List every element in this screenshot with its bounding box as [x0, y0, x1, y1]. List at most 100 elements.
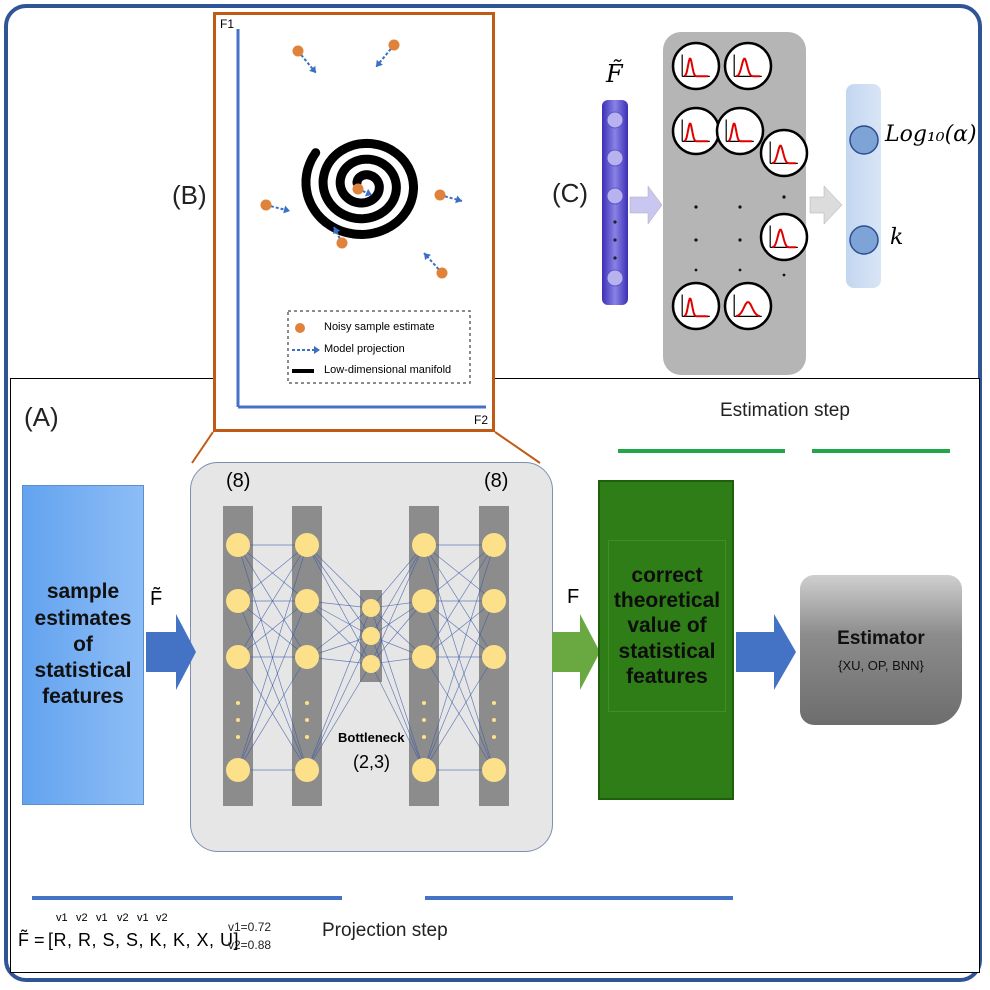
connections	[237, 544, 495, 771]
density-curve	[683, 122, 708, 143]
input-arrow	[146, 614, 196, 690]
ellipsis-dot	[236, 718, 240, 722]
ellipsis-dot	[738, 238, 742, 242]
ellipsis-dot	[305, 701, 309, 705]
ellipsis-dot	[422, 701, 426, 705]
noisy-sample-point	[436, 267, 448, 279]
ellipsis-dot	[305, 735, 309, 739]
connection	[423, 656, 495, 771]
ellipsis-dot	[305, 718, 309, 722]
ellipsis-dot	[782, 273, 786, 277]
neuron	[412, 589, 436, 613]
low-dimensional-manifold	[301, 138, 418, 240]
v2-value: v2=0.88	[228, 938, 272, 952]
formula-superscripts: v1 v2 v1 v2 v1 v2	[56, 912, 176, 926]
neuron	[412, 758, 436, 782]
neuron	[226, 645, 250, 669]
connection	[237, 600, 308, 771]
connection	[306, 607, 372, 658]
connection	[370, 544, 425, 637]
legend-manifold: Low-dimensional manifold	[324, 364, 452, 376]
neuron	[362, 655, 380, 673]
sup: v1	[96, 912, 108, 924]
ellipsis-dot	[422, 735, 426, 739]
f-label: F	[567, 586, 580, 608]
legend-point-icon	[295, 323, 305, 333]
arrowhead	[283, 205, 290, 214]
connection	[237, 544, 308, 771]
neuron	[226, 758, 250, 782]
density-curve	[771, 144, 796, 165]
ellipsis-dot	[782, 195, 786, 199]
ellipsis-dot	[613, 220, 617, 224]
ellipsis-dot	[236, 701, 240, 705]
bottleneck-count: (2,3)	[353, 752, 391, 772]
legend-projection: Model projection	[324, 343, 405, 355]
output-arrow-c	[809, 185, 843, 225]
connection	[370, 663, 425, 771]
axis-x-label: F2	[474, 413, 489, 427]
left-layer-count: (8)	[226, 470, 251, 492]
sample-estimates-box: sample estimates of statistical features	[22, 485, 144, 805]
neuron-histogram	[671, 281, 721, 331]
legend-arrowhead-icon	[314, 346, 320, 354]
ellipsis-dot	[738, 205, 742, 209]
axis-y-label: F1	[220, 17, 235, 31]
sup: v1	[56, 912, 68, 924]
arrowhead	[455, 195, 462, 204]
arrowhead	[309, 65, 316, 73]
noisy-sample-point	[292, 45, 304, 57]
neuron	[482, 758, 506, 782]
neuron	[482, 645, 506, 669]
neuron	[295, 589, 319, 613]
output-node-alpha	[849, 125, 879, 155]
connection	[423, 544, 495, 602]
noisy-sample-point	[434, 189, 446, 201]
correct-values-text: correct theoretical value of statistical…	[608, 540, 726, 712]
model-projection-arrow	[439, 194, 463, 202]
connection	[306, 544, 372, 609]
zoom-line-right	[494, 431, 541, 464]
f-tilde-label: F̃	[150, 588, 163, 610]
panel-c-label: (C)	[552, 178, 589, 208]
neuron	[482, 533, 506, 557]
ellipsis-dot	[694, 205, 698, 209]
sup: v1	[137, 912, 149, 924]
estimator-arrow	[736, 614, 796, 690]
ellipsis-dot	[492, 718, 496, 722]
estimation-step-label: Estimation step	[720, 400, 850, 421]
input-node	[606, 149, 624, 167]
right-layer-count: (8)	[484, 470, 509, 492]
output-label-alpha: Log₁₀(α)	[885, 122, 977, 147]
arrowhead	[364, 188, 372, 197]
f-arrow	[552, 614, 600, 690]
legend-box	[287, 310, 471, 384]
neuron	[412, 645, 436, 669]
projection-step-label: Projection step	[322, 920, 448, 941]
sup: v2	[117, 912, 129, 924]
density-curve	[735, 57, 760, 78]
connection	[306, 544, 372, 637]
connection	[306, 635, 372, 771]
connection	[237, 600, 308, 658]
input-node	[606, 269, 624, 287]
connection	[237, 544, 308, 602]
estimator-options: {XU, OP, BNN}	[838, 657, 924, 673]
density-curve	[735, 301, 761, 318]
neuron	[295, 533, 319, 557]
formula-lhs: F̃ =	[18, 930, 45, 950]
correct-values-box: correct theoretical value of statistical…	[598, 480, 734, 800]
neuron-histogram	[715, 106, 765, 156]
input-arrow-c	[629, 185, 663, 225]
arrowhead	[376, 59, 383, 67]
connection	[237, 656, 308, 771]
neuron	[226, 589, 250, 613]
formula-body: [R, R, S, S, K, K, X, U]	[48, 930, 240, 950]
estimator-title: Estimator	[837, 627, 925, 649]
estimator-box: Estimator {XU, OP, BNN}	[800, 575, 962, 725]
connection	[306, 607, 372, 771]
